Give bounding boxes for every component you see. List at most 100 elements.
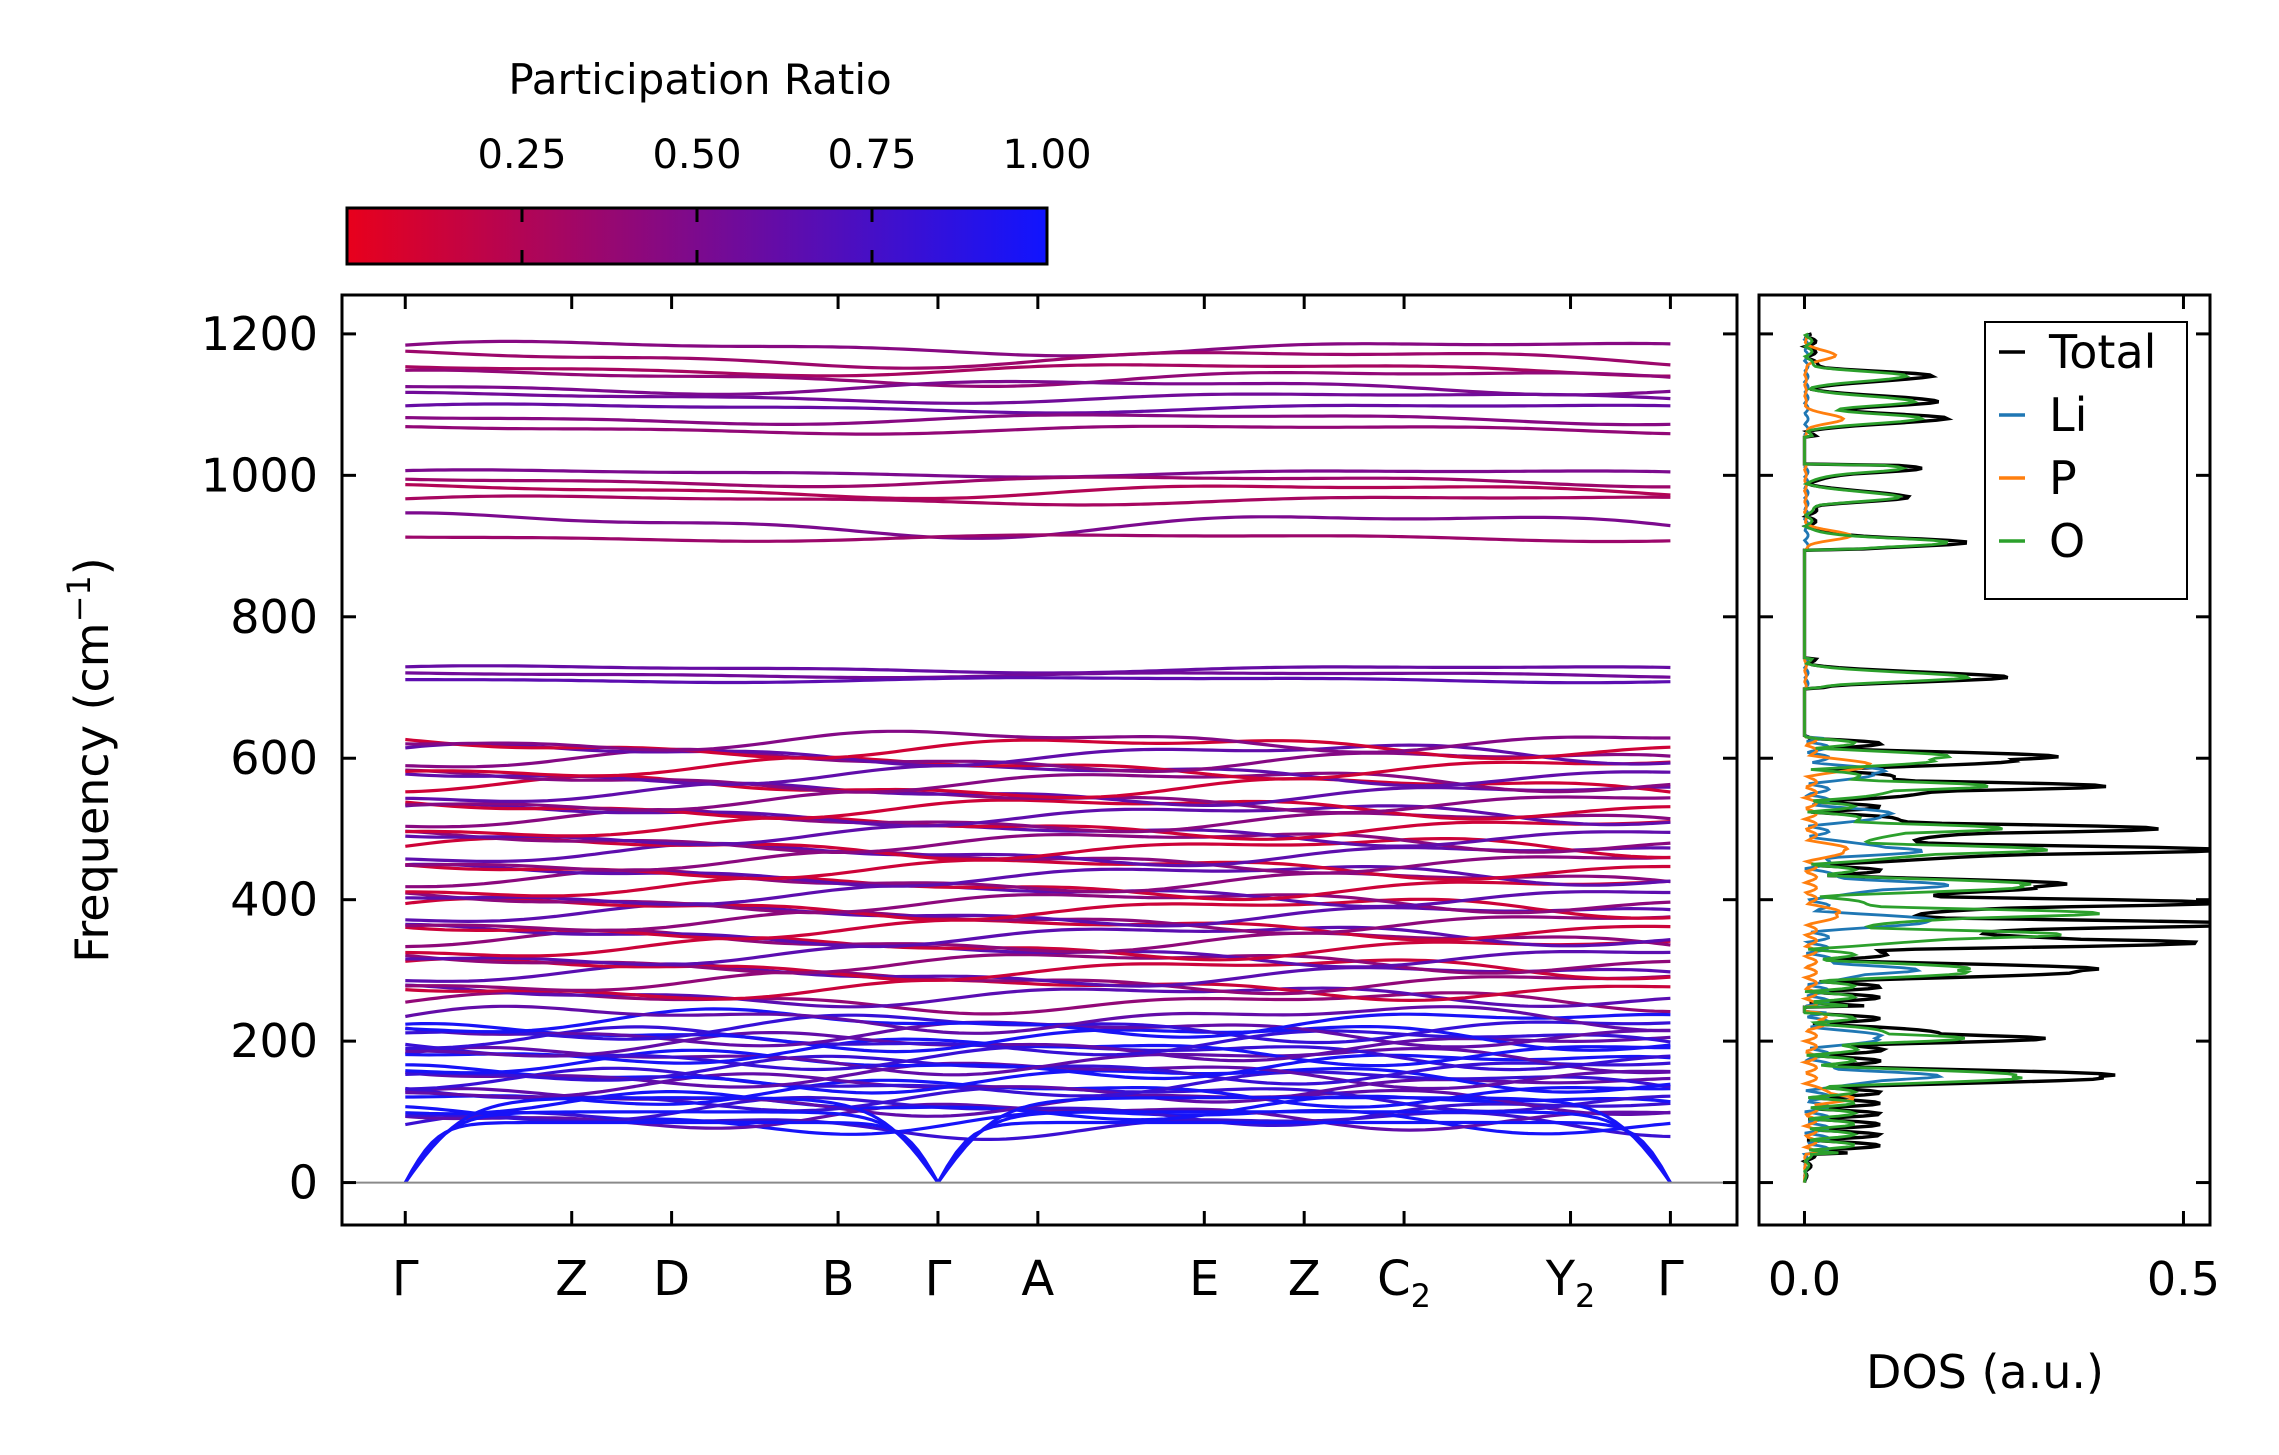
acoustic-branch	[936, 1110, 1672, 1184]
phonon-band	[405, 368, 1671, 388]
phonon-band	[405, 676, 1671, 685]
phonon-band	[405, 781, 1671, 807]
phonon-band	[405, 1095, 1671, 1127]
phonon-band	[405, 475, 1671, 489]
acoustic-branch	[936, 1096, 1672, 1184]
kpoint-label-main: Z	[555, 1251, 588, 1307]
kpoint-label: E	[1189, 1251, 1219, 1307]
y-tick-label: 1000	[201, 448, 318, 502]
phonon-band	[405, 922, 1671, 949]
kpoint-label-subscript: 2	[1575, 1277, 1595, 1315]
phonon-band	[405, 944, 1671, 969]
phonon-band	[405, 862, 1671, 888]
dos-axes-frame	[1757, 293, 2212, 1227]
band-lines	[403, 339, 1672, 1184]
y-tick-label: 800	[230, 590, 318, 644]
kpoint-label-main: D	[653, 1251, 690, 1307]
phonon-band	[405, 1037, 1671, 1068]
dos-curve-o	[1802, 332, 2100, 1183]
kpoint-label: Y2	[1545, 1251, 1596, 1315]
phonon-band	[405, 936, 1671, 962]
phonon-band	[405, 1004, 1671, 1035]
kpoint-label: C2	[1377, 1251, 1431, 1315]
legend-box	[1984, 321, 2188, 600]
dos-panel: 0.0 0.5 DOS (a.u.) Total Li PO	[1757, 293, 2220, 1399]
phonon-band	[405, 402, 1671, 415]
phonon-band	[405, 789, 1671, 815]
kpoint-label: Γ	[925, 1251, 952, 1307]
y-tick-label: 1200	[201, 307, 318, 361]
phonon-band	[405, 379, 1671, 397]
dos-ticks: 0.0 0.5	[1759, 295, 2220, 1306]
phonon-band	[405, 849, 1671, 875]
phonon-band	[405, 390, 1671, 405]
phonon-band	[405, 424, 1671, 436]
phonon-band	[405, 349, 1671, 370]
kpoint-label: Z	[555, 1251, 588, 1307]
colorbar: Participation Ratio 0.25 0.50 0.75 1.00	[345, 55, 1092, 266]
phonon-band	[405, 1090, 1671, 1122]
colorbar-tick-label: 0.75	[827, 132, 916, 178]
phonon-band	[405, 884, 1671, 909]
phonon-band	[405, 468, 1671, 479]
phonon-band	[405, 483, 1671, 501]
phonon-band	[405, 802, 1671, 828]
phonon-band	[405, 339, 1671, 358]
y-tick-label: 0	[289, 1156, 318, 1210]
kpoint-label-main: A	[1021, 1251, 1054, 1307]
phonon-band	[405, 824, 1671, 848]
kpoint-label: Γ	[1657, 1251, 1684, 1307]
dos-x-tick-label: 0.0	[1768, 1252, 1841, 1306]
phonon-band	[405, 413, 1671, 427]
kpoint-label-main: E	[1189, 1251, 1219, 1307]
kpoint-label-main: Y	[1545, 1251, 1576, 1307]
dos-legend: Total Li PO	[1984, 321, 2188, 600]
phonon-band	[405, 363, 1671, 378]
kpoint-label-subscript: 2	[1411, 1277, 1431, 1315]
y-axis-label-main: Frequency (cm	[65, 622, 119, 962]
y-axis-label-superscript: −1	[60, 575, 98, 622]
phonon-band	[405, 671, 1671, 680]
phonon-band	[405, 836, 1671, 862]
kpoint-label-main: Γ	[925, 1251, 952, 1307]
legend-label: O	[2049, 514, 2085, 568]
phonon-band	[405, 742, 1671, 768]
dos-curve-p	[1799, 333, 1873, 1183]
phonon-band	[405, 533, 1671, 544]
phonon-band	[405, 764, 1671, 788]
phonon-band	[405, 910, 1671, 935]
phonon-band	[405, 956, 1671, 982]
band-axes-frame	[340, 293, 1739, 1227]
phonon-band	[405, 494, 1671, 507]
colorbar-tick-label: 1.00	[1002, 132, 1091, 178]
phonon-band	[405, 875, 1671, 902]
acoustic-branch	[403, 1120, 940, 1184]
colorbar-tick-label: 0.25	[477, 132, 566, 178]
phonon-band	[405, 1007, 1671, 1039]
y-tick-label: 200	[230, 1014, 318, 1068]
acoustic-branch	[936, 1120, 1672, 1184]
acoustic-branch	[403, 1096, 940, 1184]
kpoint-label: B	[822, 1251, 855, 1307]
y-tick-label: 400	[230, 873, 318, 927]
legend-label: Li	[2049, 388, 2087, 442]
phonon-band	[405, 729, 1671, 754]
y-axis-label-close: )	[65, 557, 119, 575]
colorbar-tick-label: 0.50	[652, 132, 741, 178]
dos-x-axis-label: DOS (a.u.)	[1866, 1345, 2104, 1399]
dos-x-tick-label: 0.5	[2147, 1252, 2220, 1306]
kpoint-label-main: B	[822, 1251, 855, 1307]
kpoint-label-main: Z	[1288, 1251, 1321, 1307]
phonon-band	[405, 1025, 1671, 1057]
kpoint-label: D	[653, 1251, 690, 1307]
kpoint-label: A	[1021, 1251, 1054, 1307]
y-axis-label: Frequency (cm−1)	[60, 557, 119, 962]
dos-lines	[1799, 332, 2210, 1183]
kpoint-label: Γ	[392, 1251, 419, 1307]
phonon-band	[405, 1031, 1671, 1063]
colorbar-title: Participation Ratio	[508, 55, 891, 104]
kpoint-label-main: C	[1377, 1251, 1411, 1307]
band-y-ticks: 0 200 400 600 800 1000 1200	[201, 307, 1737, 1210]
kpoint-label-main: Γ	[392, 1251, 419, 1307]
